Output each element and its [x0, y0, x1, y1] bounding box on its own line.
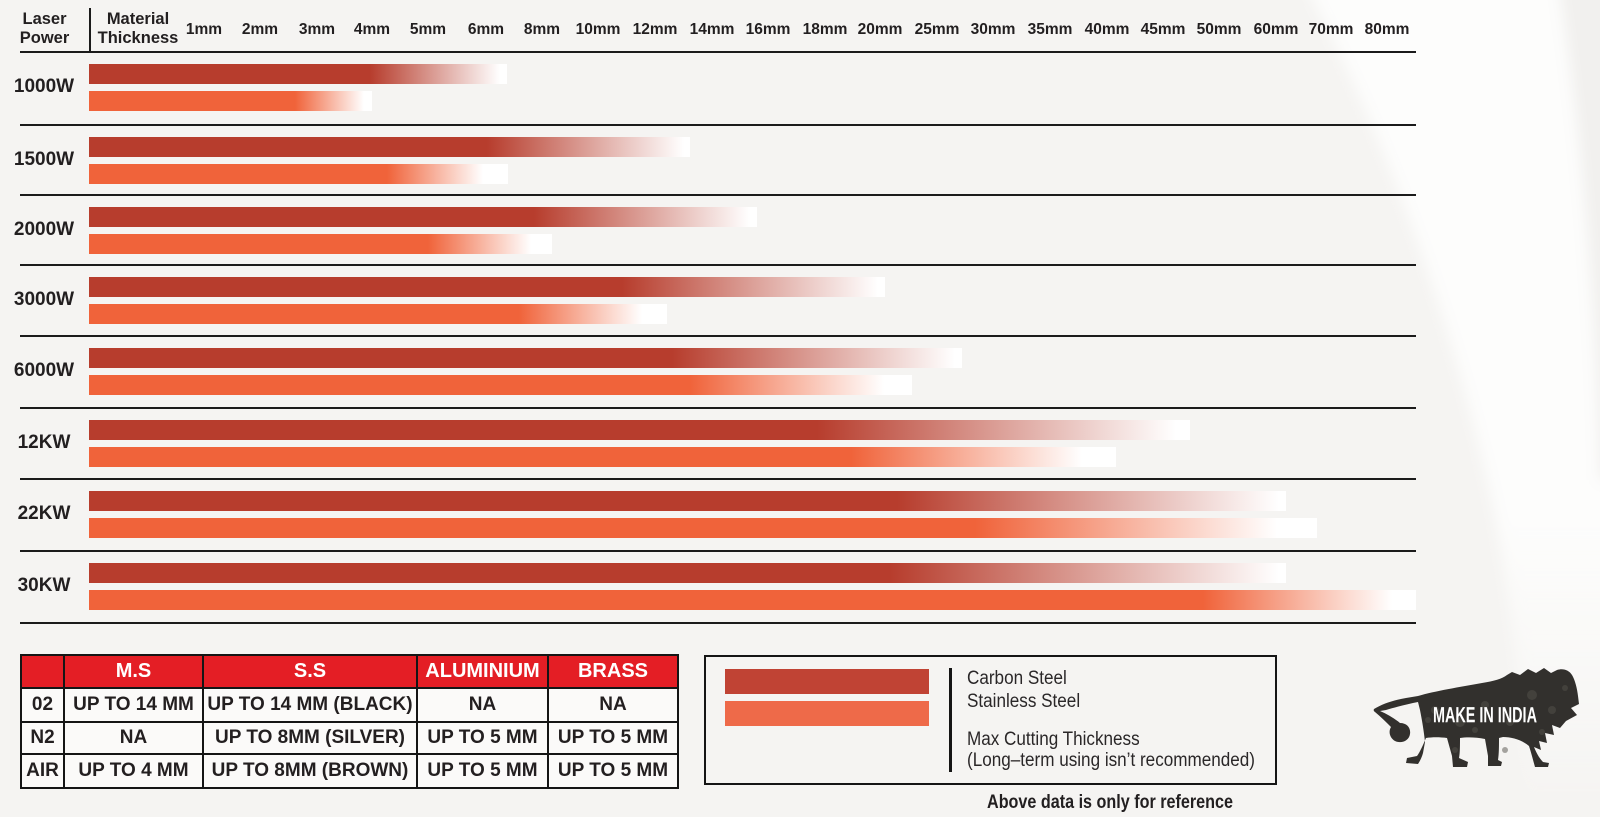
svg-text:MAKE IN INDIA: MAKE IN INDIA [1433, 704, 1537, 728]
